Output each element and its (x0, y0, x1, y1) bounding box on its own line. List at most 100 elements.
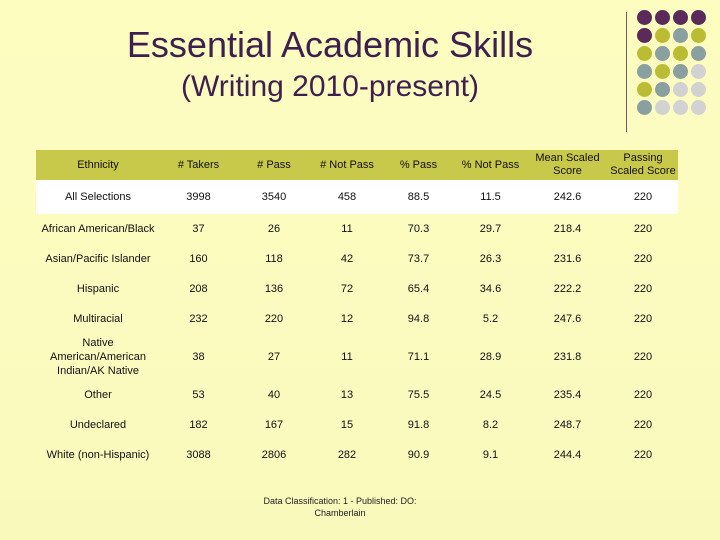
results-table: Ethnicity # Takers # Pass # Not Pass % P… (36, 150, 678, 470)
cell-takers: 38 (192, 351, 205, 363)
cell-pct-pass: 94.8 (407, 313, 430, 325)
cell-not-pass: 12 (340, 313, 354, 325)
cell-ethnicity: All Selections (64, 191, 132, 203)
cell-takers: 53 (192, 389, 205, 401)
cell-mean-scaled-score: 242.6 (553, 191, 582, 203)
cell-pct-not-pass: 8.2 (482, 419, 499, 431)
decorative-divider (626, 12, 627, 132)
table-row: Hispanic 208 136 72 65.4 34.6 222.2 220 (36, 274, 678, 304)
cell-passing-scaled-score: 220 (633, 191, 653, 203)
cell-passing-scaled-score: 220 (633, 449, 653, 461)
cell-pct-not-pass: 28.9 (479, 351, 502, 363)
cell-pct-pass: 91.8 (407, 419, 430, 431)
cell-mean-scaled-score: 222.2 (553, 283, 582, 295)
cell-pass: 220 (264, 313, 284, 325)
cell-not-pass: 72 (340, 283, 354, 295)
decorative-dot (673, 64, 688, 79)
header-mean-scaled-score: Mean Scaled Score (535, 152, 600, 177)
cell-takers: 3998 (186, 191, 211, 203)
cell-mean-scaled-score: 247.6 (553, 313, 582, 325)
cell-pct-pass: 73.7 (407, 253, 430, 265)
cell-passing-scaled-score: 220 (633, 351, 653, 363)
cell-mean-scaled-score: 248.7 (553, 419, 582, 431)
cell-pass: 2806 (261, 449, 287, 461)
cell-pass: 167 (264, 419, 284, 431)
decorative-dot (655, 82, 670, 97)
table-row: All Selections 3998 3540 458 88.5 11.5 2… (36, 180, 678, 214)
decorative-dot (673, 28, 688, 43)
header-pass: # Pass (257, 158, 291, 171)
cell-pct-pass: 88.5 (407, 191, 430, 203)
decorative-dot (691, 28, 706, 43)
cell-pass: 3540 (261, 191, 287, 203)
decorative-dot (673, 82, 688, 97)
decorative-dot (673, 46, 688, 61)
decorative-dot (655, 28, 670, 43)
cell-not-pass: 282 (337, 449, 357, 461)
cell-takers: 232 (189, 313, 208, 325)
decorative-dot (691, 64, 706, 79)
cell-ethnicity: Multiracial (73, 313, 123, 325)
data-classification-footnote: Data Classification: 1 - Published: DO: … (263, 496, 417, 518)
header-not-pass: # Not Pass (320, 158, 374, 171)
table-row: Undeclared 182 167 15 91.8 8.2 248.7 220 (36, 410, 678, 440)
header-pct-not-pass: % Not Pass (461, 158, 520, 171)
cell-not-pass: 15 (340, 419, 354, 431)
decorative-dot (655, 100, 670, 115)
header-takers: # Takers (177, 158, 220, 171)
cell-passing-scaled-score: 220 (633, 419, 653, 431)
cell-not-pass: 11 (341, 223, 353, 235)
table-row: Asian/Pacific Islander 160 118 42 73.7 2… (36, 244, 678, 274)
decorative-dot (637, 100, 652, 115)
cell-pass: 118 (265, 253, 283, 265)
cell-passing-scaled-score: 220 (633, 283, 653, 295)
decorative-dot-grid (637, 10, 720, 122)
cell-pct-not-pass: 34.6 (479, 283, 502, 295)
header-ethnicity: Ethnicity (77, 158, 119, 171)
cell-ethnicity: African American/Black (41, 223, 155, 235)
cell-ethnicity: White (non-Hispanic) (46, 449, 150, 461)
cell-takers: 160 (189, 253, 208, 265)
cell-pct-not-pass: 26.3 (479, 253, 502, 265)
decorative-dot (637, 10, 652, 25)
cell-pct-not-pass: 11.5 (480, 191, 501, 203)
cell-mean-scaled-score: 244.4 (553, 449, 582, 461)
cell-ethnicity: Asian/Pacific Islander (45, 253, 151, 265)
cell-pass: 40 (267, 389, 281, 401)
cell-pct-not-pass: 24.5 (479, 389, 502, 401)
cell-ethnicity: Native American/American Indian/AK Nativ… (50, 337, 146, 377)
page-title: Essential Academic Skills (126, 24, 534, 65)
decorative-dot (691, 82, 706, 97)
decorative-dot (637, 28, 652, 43)
cell-pct-pass: 65.4 (407, 283, 430, 295)
cell-ethnicity: Other (84, 389, 112, 401)
table-row: African American/Black 37 26 11 70.3 29.… (36, 214, 678, 244)
table-row: Native American/American Indian/AK Nativ… (36, 334, 678, 380)
cell-pct-pass: 75.5 (407, 389, 430, 401)
cell-takers: 208 (189, 283, 208, 295)
cell-mean-scaled-score: 231.8 (553, 351, 582, 363)
cell-mean-scaled-score: 218.4 (553, 223, 582, 235)
cell-pct-not-pass: 9.1 (482, 449, 499, 461)
cell-pct-pass: 71.1 (407, 351, 430, 363)
page-subtitle: (Writing 2010-present) (181, 70, 479, 103)
cell-not-pass: 42 (340, 253, 354, 265)
cell-pct-not-pass: 5.2 (482, 313, 499, 325)
cell-not-pass: 11 (341, 351, 353, 363)
cell-mean-scaled-score: 231.6 (553, 253, 582, 265)
cell-passing-scaled-score: 220 (633, 313, 653, 325)
decorative-dot (655, 10, 670, 25)
table-row: Other 53 40 13 75.5 24.5 235.4 220 (36, 380, 678, 410)
decorative-dot (637, 82, 652, 97)
decorative-dot (691, 10, 706, 25)
cell-pct-pass: 90.9 (407, 449, 430, 461)
decorative-dot (691, 46, 706, 61)
cell-passing-scaled-score: 220 (633, 389, 653, 401)
cell-not-pass: 13 (340, 389, 354, 401)
decorative-dot (655, 64, 670, 79)
cell-takers: 182 (189, 419, 208, 431)
cell-takers: 37 (192, 223, 205, 235)
header-pct-pass: % Pass (399, 158, 438, 171)
cell-passing-scaled-score: 220 (633, 223, 653, 235)
decorative-dot (673, 10, 688, 25)
